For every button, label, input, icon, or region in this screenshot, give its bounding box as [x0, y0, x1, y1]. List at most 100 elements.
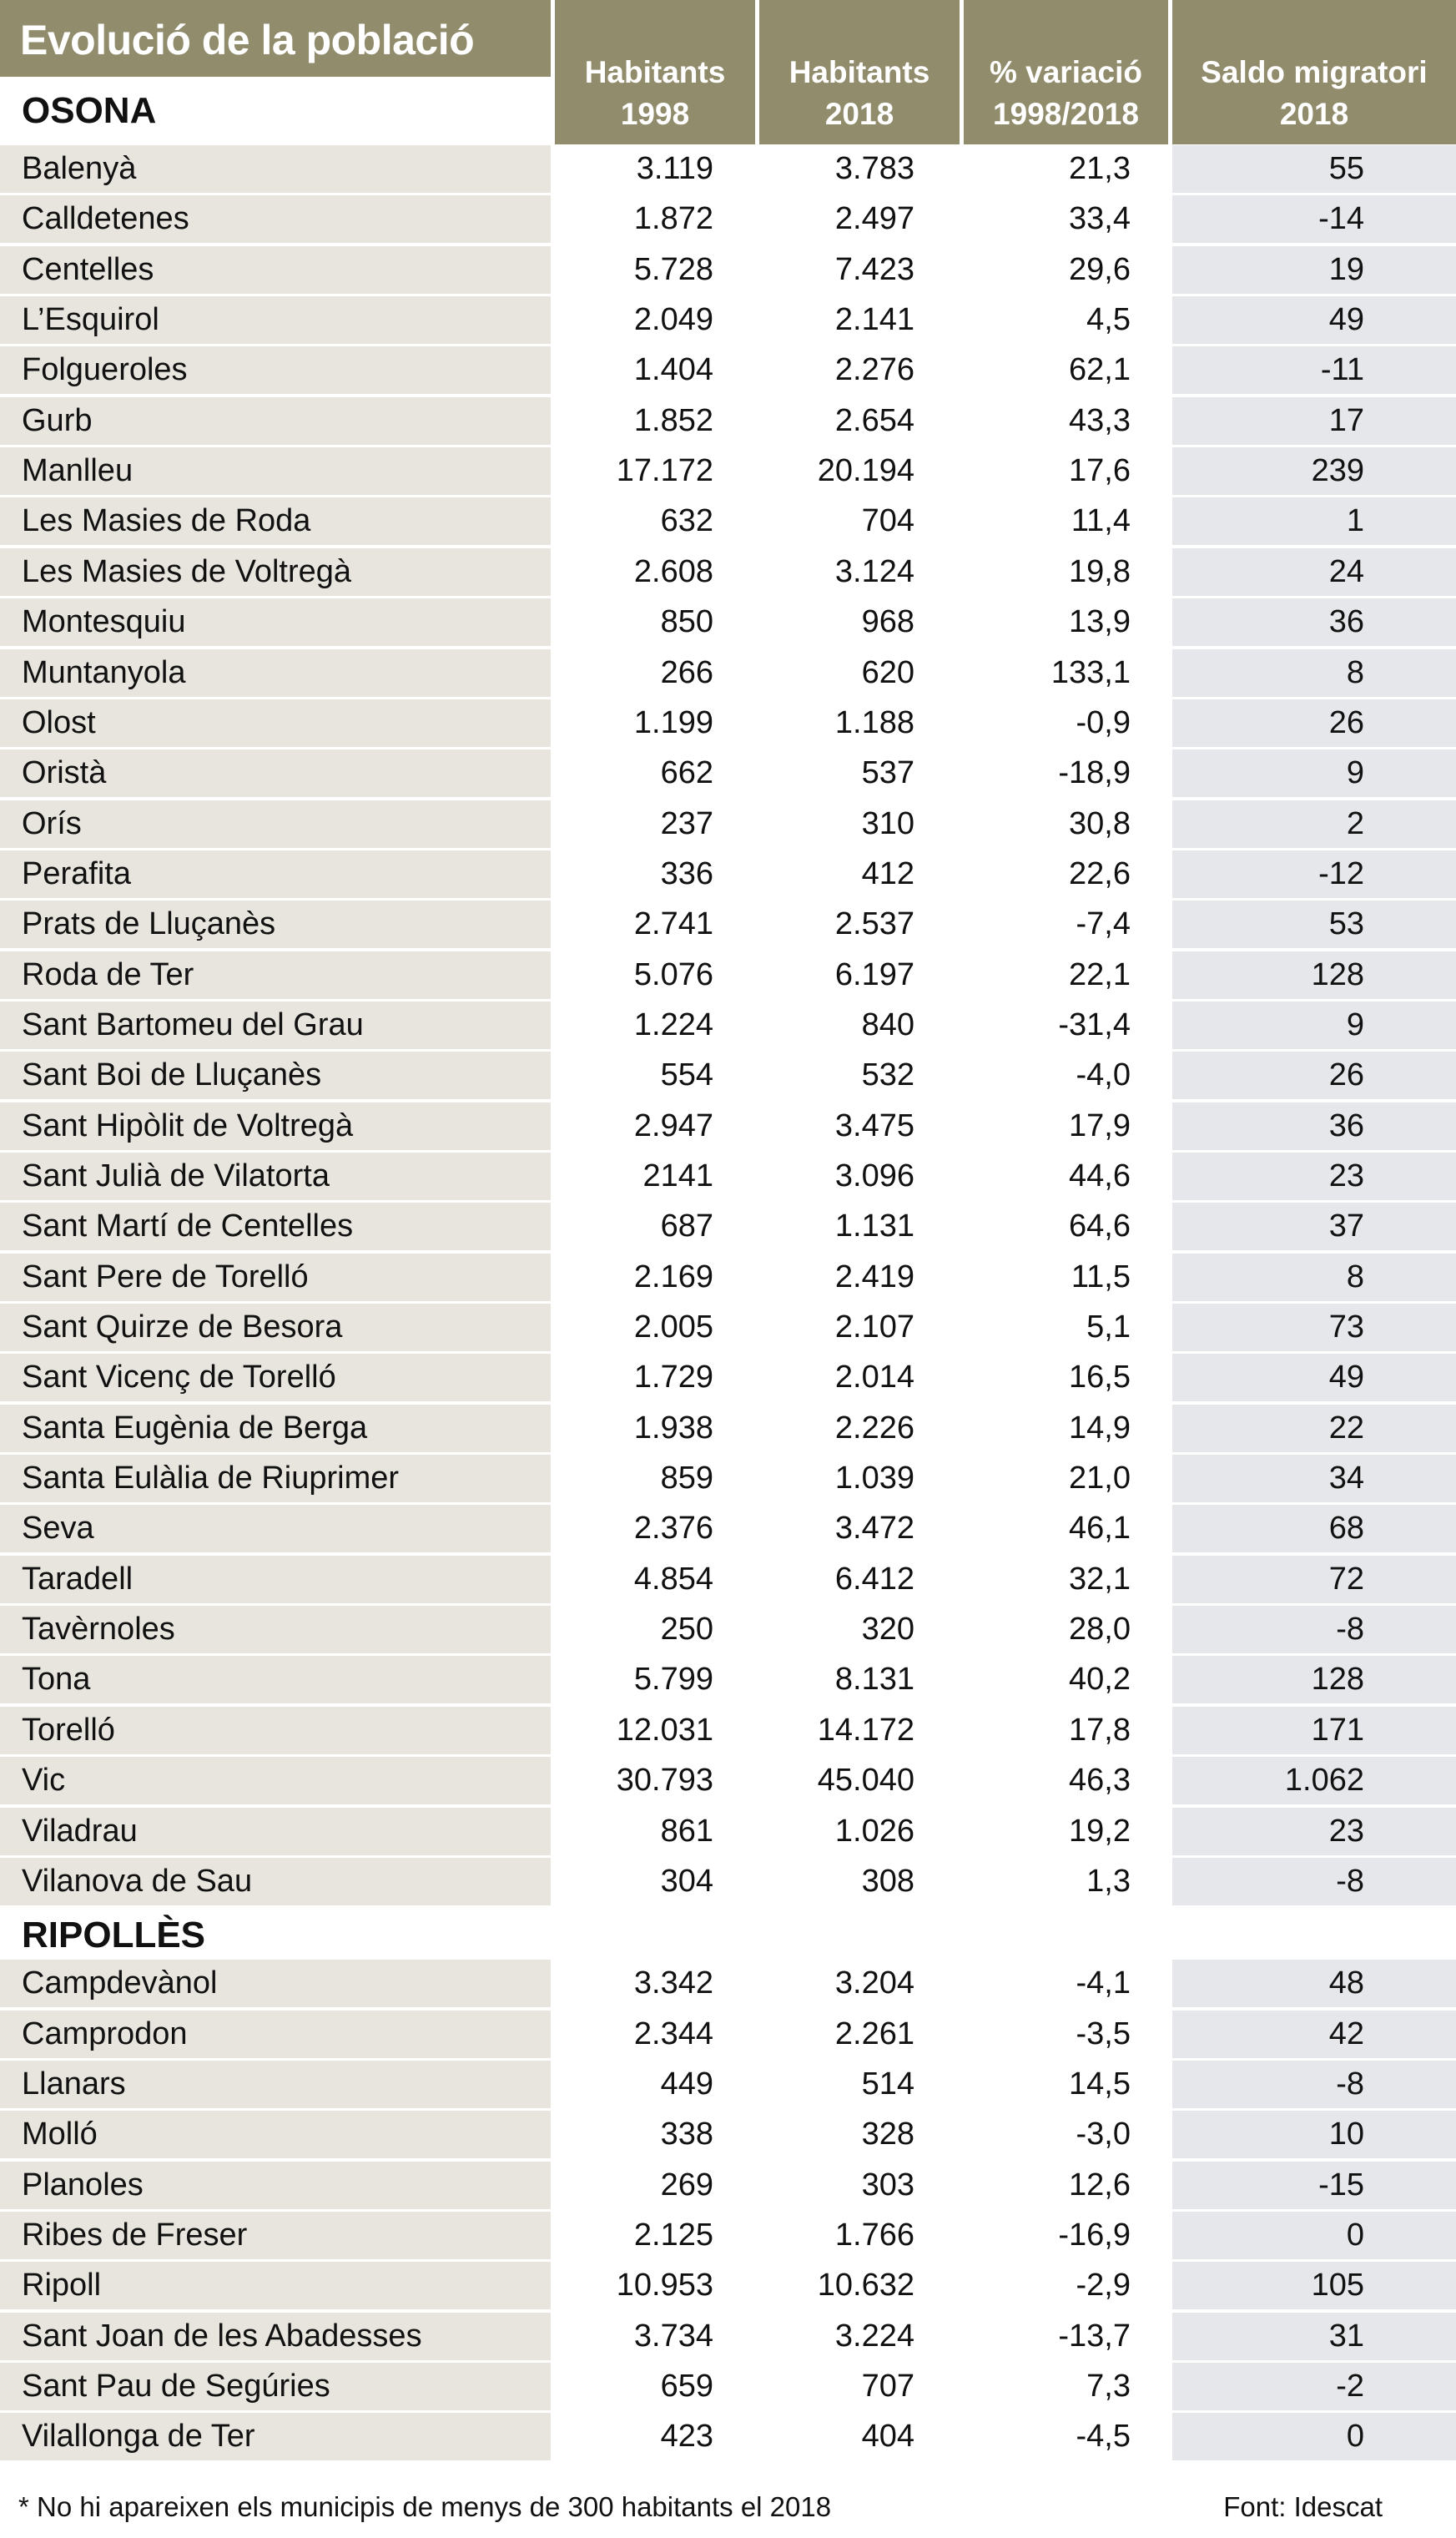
municipality-name: Torelló [22, 1713, 115, 1748]
habitants-1998-value: 2.344 [633, 2016, 713, 2051]
municipality-name: Planoles [22, 2167, 144, 2202]
row-shade-migr [1172, 145, 1456, 193]
municipality-name: Les Masies de Roda [22, 503, 311, 538]
row-shade-migr [1172, 2413, 1456, 2460]
row-separator [0, 2158, 1456, 2161]
row-separator [0, 294, 1456, 296]
saldo-migratori-value: 8 [1346, 655, 1364, 690]
row-shade-migr [1172, 598, 1456, 646]
row-separator [0, 495, 1456, 497]
row-separator [0, 1099, 1456, 1102]
row-separator [0, 545, 1456, 547]
saldo-migratori-value: 48 [1328, 1965, 1364, 2001]
municipality-name: Tavèrnoles [22, 1612, 175, 1647]
region-header-osona: OSONA [0, 77, 551, 144]
municipality-name: Vilallonga de Ter [22, 2419, 255, 2454]
row-shade-name [0, 246, 551, 294]
habitants-2018-value: 1.766 [834, 2218, 914, 2253]
municipality-name: Manlleu [22, 453, 134, 488]
habitants-1998-value: 1.852 [633, 403, 713, 438]
column-header-line2: 2018 [1279, 97, 1349, 131]
habitants-1998-value: 10.953 [616, 2268, 713, 2303]
row-shade-migr [1172, 1102, 1456, 1150]
variacio-value: -0,9 [1076, 705, 1131, 740]
row-shade-name [0, 1203, 551, 1250]
row-shade-name [0, 1052, 551, 1099]
municipality-name: Sant Quirze de Besora [22, 1309, 343, 1345]
habitants-1998-value: 1.729 [633, 1360, 713, 1395]
saldo-migratori-value: 24 [1328, 554, 1364, 589]
table-row: Seva 2.376 3.472 46,1 68 [0, 1505, 1456, 1555]
saldo-migratori-value: 68 [1328, 1511, 1364, 1546]
row-separator [0, 1855, 1456, 1858]
row-shade-name [0, 1808, 551, 1855]
habitants-2018-value: 3.224 [834, 2319, 914, 2354]
variacio-value: -4,1 [1076, 1965, 1131, 2001]
row-shade-name [0, 548, 551, 596]
municipality-name: Sant Boi de Lluçanès [22, 1057, 322, 1092]
habitants-1998-value: 850 [660, 604, 713, 639]
row-shade-migr [1172, 1707, 1456, 1754]
municipality-name: Camprodon [22, 2016, 188, 2051]
variacio-value: -31,4 [1058, 1007, 1131, 1042]
habitants-1998-value: 17.172 [616, 453, 713, 488]
municipality-name: Taradell [22, 1562, 134, 1597]
row-shade-name [0, 497, 551, 545]
row-shade-name [0, 1606, 551, 1653]
column-header-line1: Habitants [584, 55, 726, 89]
row-separator [0, 1401, 1456, 1404]
municipality-name: Les Masies de Voltregà [22, 554, 352, 589]
habitants-1998-value: 659 [660, 2369, 713, 2404]
habitants-1998-value: 2.376 [633, 1511, 713, 1546]
variacio-value: -3,0 [1076, 2117, 1131, 2152]
table-row: Manlleu 17.172 20.194 17,6 239 [0, 447, 1456, 497]
row-shade-name [0, 2413, 551, 2460]
table-row: Taradell 4.854 6.412 32,1 72 [0, 1556, 1456, 1606]
habitants-2018-value: 2.497 [834, 201, 914, 236]
saldo-migratori-value: -8 [1336, 2066, 1364, 2102]
habitants-2018-value: 3.124 [834, 554, 914, 589]
habitants-2018-value: 7.423 [834, 252, 914, 287]
row-shade-name [0, 1254, 551, 1301]
habitants-1998-value: 1.224 [633, 1007, 713, 1042]
variacio-value: 30,8 [1069, 806, 1131, 841]
row-shade-migr [1172, 1153, 1456, 1200]
row-shade-migr [1172, 1505, 1456, 1552]
row-shade-name [0, 2313, 551, 2360]
habitants-2018-value: 303 [861, 2167, 914, 2202]
habitants-1998-value: 423 [660, 2419, 713, 2454]
column-header-habitants-2018: Habitants 2018 [759, 47, 960, 140]
row-separator [0, 747, 1456, 749]
row-shade-name [0, 1858, 551, 1905]
table-row: Planoles 269 303 12,6 -15 [0, 2162, 1456, 2212]
row-separator [0, 394, 1456, 396]
table-row: Muntanyola 266 620 133,1 8 [0, 649, 1456, 699]
table-row: Oristà 662 537 -18,9 9 [0, 749, 1456, 800]
variacio-value: -18,9 [1058, 755, 1131, 790]
saldo-migratori-value: 2 [1346, 806, 1364, 841]
habitants-2018-value: 2.014 [834, 1360, 914, 1395]
header-band-col3 [964, 0, 1168, 144]
saldo-migratori-value: 49 [1328, 302, 1364, 337]
header-band-col1 [555, 0, 755, 144]
saldo-migratori-value: 36 [1328, 1108, 1364, 1143]
row-shade-name [0, 951, 551, 999]
habitants-1998-value: 3.342 [633, 1965, 713, 2001]
saldo-migratori-value: 23 [1328, 1814, 1364, 1849]
habitants-2018-value: 310 [861, 806, 914, 841]
row-shade-migr [1172, 1757, 1456, 1804]
habitants-2018-value: 328 [861, 2117, 914, 2152]
row-shade-name [0, 2212, 551, 2259]
table-row: Vilanova de Sau 304 308 1,3 -8 [0, 1858, 1456, 1908]
row-separator [0, 596, 1456, 598]
habitants-1998-value: 250 [660, 1612, 713, 1647]
variacio-value: 32,1 [1069, 1562, 1131, 1597]
row-shade-migr [1172, 1354, 1456, 1401]
title-band [0, 0, 551, 77]
habitants-1998-value: 3.119 [636, 151, 713, 186]
row-separator [0, 1351, 1456, 1354]
habitants-2018-value: 404 [861, 2419, 914, 2454]
variacio-value: 22,6 [1069, 856, 1131, 891]
variacio-value: 11,5 [1071, 1259, 1131, 1294]
variacio-value: 46,3 [1069, 1763, 1131, 1798]
